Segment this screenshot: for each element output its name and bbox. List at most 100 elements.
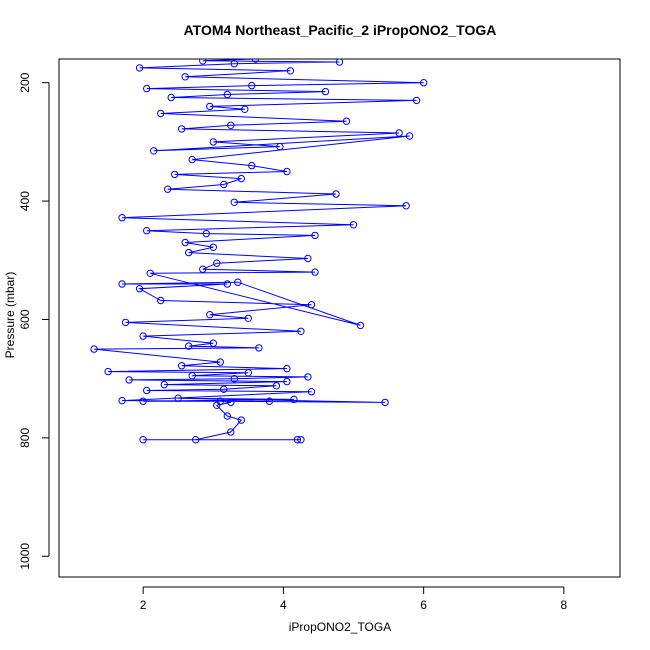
- y-tick-label: 1000: [18, 543, 32, 570]
- y-axis-label: Pressure (mbar): [3, 272, 17, 359]
- data-point: [405, 132, 414, 140]
- data-point: [304, 373, 312, 381]
- data-point: [206, 311, 214, 319]
- data-point: [237, 416, 246, 424]
- data-point: [135, 285, 144, 293]
- data-point: [230, 60, 239, 68]
- data-point: [255, 344, 263, 352]
- data-point: [174, 394, 182, 402]
- data-point: [304, 254, 312, 263]
- data-point: [230, 198, 239, 207]
- data-point: [227, 398, 235, 407]
- data-point: [164, 185, 172, 193]
- chart-title: ATOM4 Northeast_Pacific_2 iPropONO2_TOGA: [184, 22, 497, 38]
- data-point: [104, 367, 112, 376]
- data-point: [297, 327, 305, 335]
- data-point: [181, 73, 189, 81]
- data-point: [135, 64, 144, 72]
- data-point: [206, 102, 214, 111]
- data-point: [395, 129, 403, 137]
- data-point: [272, 382, 281, 390]
- data-point: [342, 117, 351, 125]
- data-point: [349, 221, 358, 229]
- data-point: [402, 202, 410, 210]
- y-tick-label: 400: [18, 191, 32, 211]
- x-tick-label: 2: [140, 598, 147, 612]
- data-point: [237, 174, 246, 183]
- data-point: [209, 339, 218, 347]
- data-point: [276, 142, 284, 151]
- data-point: [90, 345, 98, 353]
- data-point: [283, 167, 291, 176]
- data-point: [248, 161, 256, 170]
- data-point: [192, 436, 200, 444]
- data-point: [244, 314, 253, 322]
- data-series: [90, 59, 428, 444]
- data-point: [146, 269, 154, 277]
- data-point: [220, 180, 228, 189]
- data-point: [143, 84, 151, 93]
- x-tick-label: 6: [420, 598, 427, 612]
- y-tick-label: 800: [18, 428, 32, 448]
- data-point: [167, 93, 175, 102]
- data-point: [286, 67, 295, 75]
- data-point: [223, 280, 232, 288]
- data-point: [321, 87, 330, 96]
- y-tick-label: 600: [18, 309, 32, 329]
- data-point: [290, 395, 298, 404]
- data-point: [121, 318, 130, 327]
- data-point: [139, 436, 147, 444]
- data-point: [265, 397, 274, 405]
- data-point: [335, 59, 344, 66]
- data-point: [311, 268, 319, 276]
- data-point: [332, 190, 340, 198]
- data-point: [202, 229, 211, 238]
- x-axis: 2 4 6 8: [140, 586, 568, 612]
- series-line: [94, 59, 424, 441]
- data-point: [244, 369, 253, 377]
- data-point: [248, 81, 256, 90]
- data-point: [157, 109, 165, 118]
- data-point: [188, 372, 196, 380]
- data-point: [381, 398, 389, 407]
- x-axis-label: iPropONO2_TOGA: [289, 620, 391, 634]
- data-point: [185, 248, 193, 257]
- data-point: [234, 278, 242, 286]
- data-point: [157, 296, 165, 305]
- data-point: [227, 428, 235, 436]
- data-point: [118, 214, 126, 222]
- data-point: [311, 231, 319, 240]
- data-point: [185, 342, 193, 350]
- data-point: [125, 376, 133, 384]
- data-point: [118, 396, 126, 405]
- data-point: [171, 170, 179, 179]
- data-point: [412, 96, 421, 105]
- x-tick-label: 8: [561, 598, 568, 612]
- data-point: [283, 377, 291, 386]
- data-point: [293, 436, 302, 444]
- data-point: [216, 358, 225, 366]
- data-point: [199, 59, 207, 65]
- data-point: [188, 155, 196, 164]
- data-point: [213, 259, 221, 267]
- data-point: [283, 364, 291, 373]
- data-point: [139, 332, 147, 340]
- data-point: [420, 79, 428, 87]
- y-axis: 200 400 600 800 1000: [18, 72, 50, 570]
- data-point: [160, 380, 168, 389]
- data-point: [178, 125, 186, 133]
- y-tick-label: 200: [18, 72, 32, 92]
- data-point: [216, 397, 225, 405]
- data-point: [307, 388, 316, 396]
- data-point: [307, 301, 316, 309]
- data-point: [223, 90, 232, 99]
- data-point: [230, 375, 239, 383]
- data-point: [251, 59, 259, 63]
- data-point: [118, 280, 126, 288]
- data-point: [223, 412, 232, 420]
- data-point: [139, 397, 147, 405]
- data-point: [199, 265, 207, 273]
- data-point: [241, 105, 249, 114]
- data-point: [209, 243, 218, 252]
- x-tick-label: 4: [280, 598, 287, 612]
